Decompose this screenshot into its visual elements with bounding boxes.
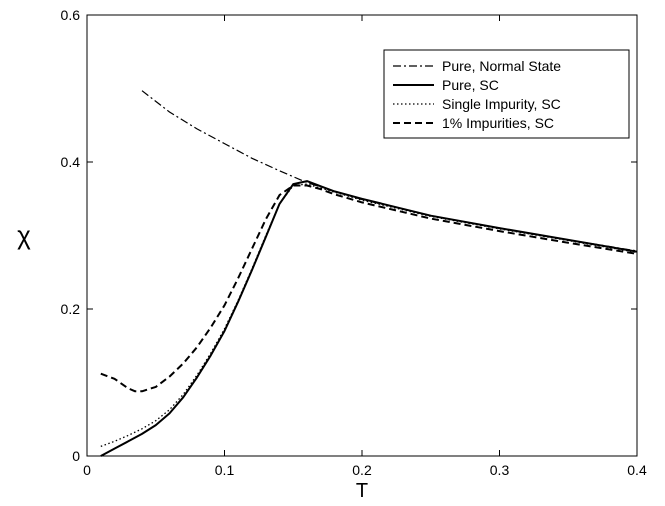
x-tick-label: 0.3	[490, 462, 510, 478]
legend-box	[383, 49, 630, 139]
plot-area	[100, 90, 638, 457]
legend-label: Pure, Normal State	[442, 58, 561, 74]
x-tick-label: 0	[83, 462, 91, 478]
legend: Pure, Normal State Pure, SC Single Impurit…	[383, 49, 630, 139]
legend-label: 1% Impurities, SC	[442, 115, 554, 131]
x-axis-label: T	[356, 480, 368, 501]
x-tick-label: 0.4	[627, 462, 647, 478]
y-tick-label: 0.6	[61, 7, 81, 23]
y-tick-label: 0	[72, 448, 80, 464]
legend-label: Single Impurity, SC	[442, 96, 561, 112]
x-tick-label: 0.1	[215, 462, 235, 478]
series-line-2	[100, 180, 638, 457]
y-tick-label: 0.2	[61, 301, 81, 317]
x-tick-label: 0.2	[352, 462, 372, 478]
y-axis-label: χ	[17, 220, 31, 250]
series-line-3	[100, 183, 638, 448]
y-tick-label: 0.4	[61, 154, 81, 170]
legend-label: Pure, SC	[442, 77, 499, 93]
axis-ticks: 0 0.1 0.2 0.3 0.4 0 0.2 0.4 0.6	[61, 7, 647, 478]
series-line-4	[100, 184, 638, 393]
